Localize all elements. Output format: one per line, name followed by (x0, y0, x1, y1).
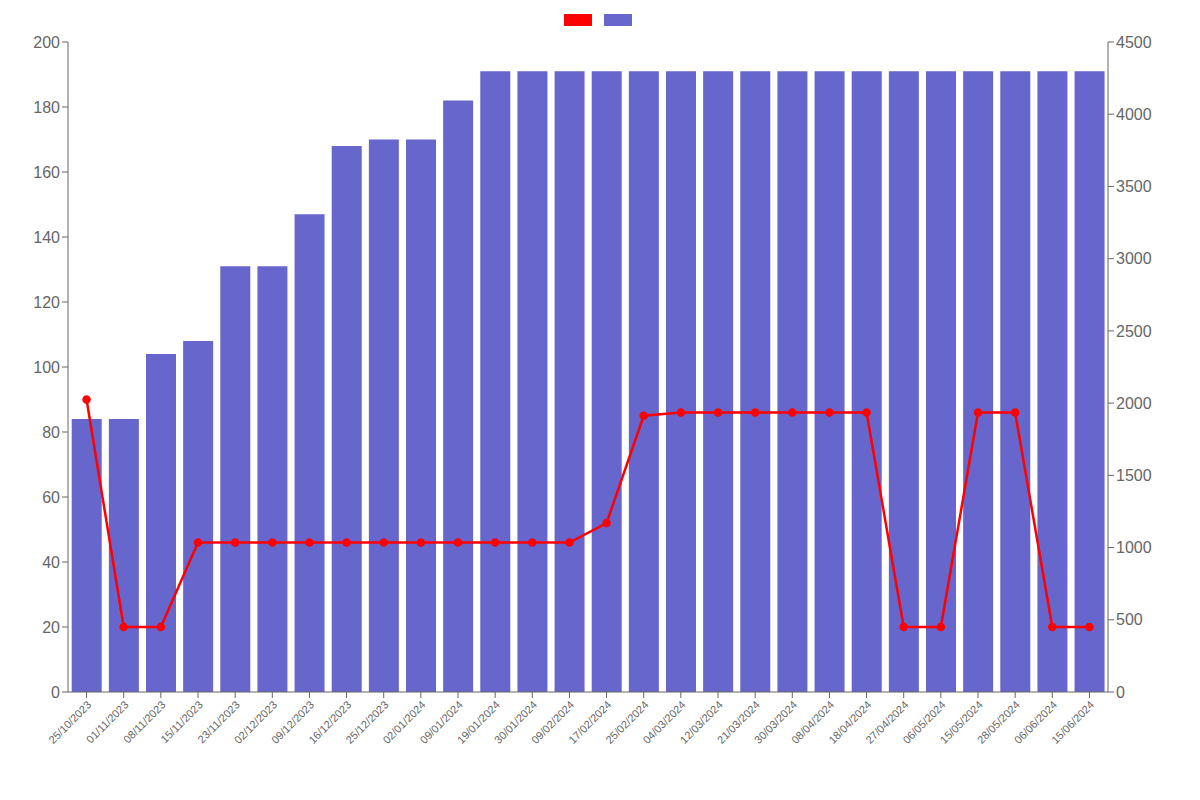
svg-text:2500: 2500 (1116, 323, 1152, 340)
svg-text:160: 160 (33, 164, 60, 181)
svg-text:25/12/2023: 25/12/2023 (343, 698, 391, 746)
svg-text:04/03/2024: 04/03/2024 (640, 698, 688, 746)
svg-text:100: 100 (33, 359, 60, 376)
svg-text:4500: 4500 (1116, 34, 1152, 51)
svg-text:0: 0 (1116, 684, 1125, 701)
svg-text:120: 120 (33, 294, 60, 311)
svg-text:180: 180 (33, 99, 60, 116)
svg-text:25/10/2023: 25/10/2023 (46, 698, 94, 746)
svg-text:18/04/2024: 18/04/2024 (826, 698, 874, 746)
svg-text:500: 500 (1116, 611, 1143, 628)
svg-text:23/11/2023: 23/11/2023 (195, 698, 243, 746)
svg-text:21/03/2024: 21/03/2024 (714, 698, 763, 746)
svg-text:27/04/2024: 27/04/2024 (863, 698, 911, 746)
svg-text:0: 0 (51, 684, 60, 701)
svg-text:06/05/2024: 06/05/2024 (900, 698, 948, 746)
svg-text:4000: 4000 (1116, 106, 1152, 123)
svg-text:17/02/2024: 17/02/2024 (566, 698, 614, 746)
svg-text:16/12/2023: 16/12/2023 (306, 698, 354, 746)
svg-text:12/03/2024: 12/03/2024 (677, 698, 725, 746)
svg-text:08/11/2023: 08/11/2023 (120, 698, 168, 746)
svg-text:80: 80 (42, 424, 60, 441)
svg-text:09/02/2024: 09/02/2024 (528, 698, 577, 746)
svg-text:140: 140 (33, 229, 60, 246)
svg-text:09/12/2023: 09/12/2023 (268, 698, 317, 746)
svg-text:02/01/2024: 02/01/2024 (380, 698, 428, 746)
svg-text:08/04/2024: 08/04/2024 (788, 698, 837, 746)
svg-text:15/05/2024: 15/05/2024 (937, 698, 985, 746)
svg-text:25/02/2024: 25/02/2024 (603, 698, 651, 746)
svg-text:19/01/2024: 19/01/2024 (454, 698, 503, 746)
svg-text:06/06/2024: 06/06/2024 (1011, 698, 1060, 746)
svg-text:30/01/2024: 30/01/2024 (491, 698, 540, 746)
svg-text:2000: 2000 (1116, 395, 1152, 412)
svg-text:60: 60 (42, 489, 60, 506)
svg-text:28/05/2024: 28/05/2024 (974, 698, 1023, 746)
svg-text:01/11/2023: 01/11/2023 (83, 698, 131, 746)
svg-text:40: 40 (42, 554, 60, 571)
svg-text:20: 20 (42, 619, 60, 636)
svg-text:09/01/2024: 09/01/2024 (417, 698, 465, 746)
svg-text:15/11/2023: 15/11/2023 (158, 698, 205, 746)
svg-text:3000: 3000 (1116, 250, 1152, 267)
svg-text:15/06/2024: 15/06/2024 (1049, 698, 1096, 745)
svg-text:1000: 1000 (1116, 539, 1152, 556)
svg-text:3500: 3500 (1116, 178, 1152, 195)
svg-text:1500: 1500 (1116, 467, 1152, 484)
svg-text:02/12/2023: 02/12/2023 (231, 698, 280, 746)
svg-text:200: 200 (33, 34, 60, 51)
svg-text:30/03/2024: 30/03/2024 (751, 698, 800, 746)
